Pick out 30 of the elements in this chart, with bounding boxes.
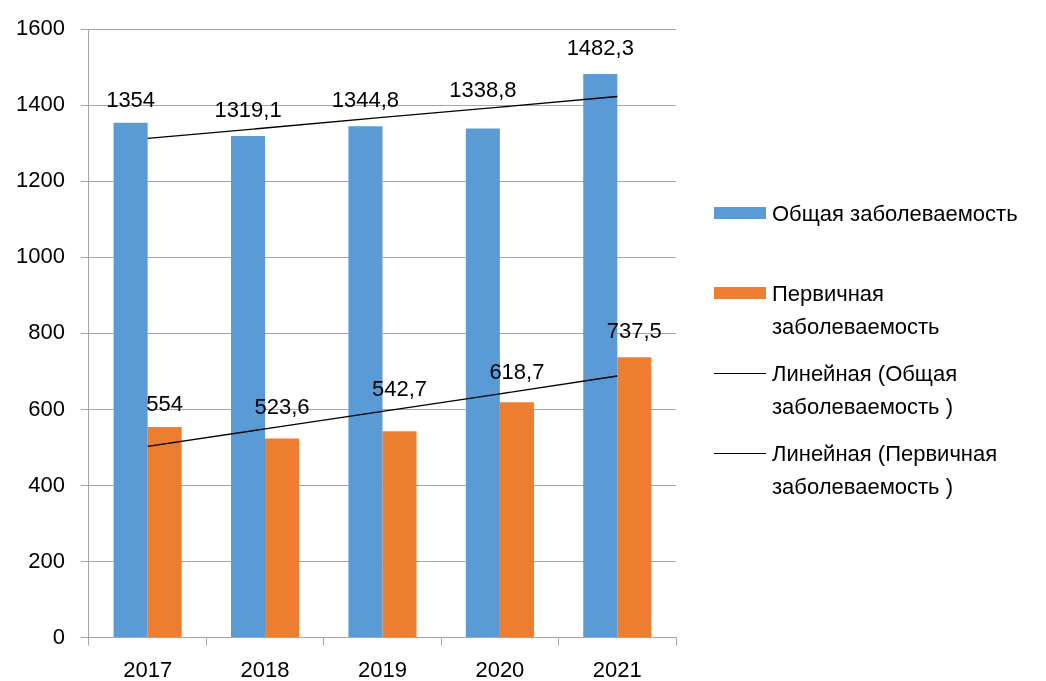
x-tick-label: 2019 xyxy=(357,656,407,681)
legend-label: Первичная заболеваемость xyxy=(772,280,941,341)
bar xyxy=(617,357,652,638)
y-tick-label: 1200 xyxy=(15,167,65,193)
bar xyxy=(113,122,148,638)
data-label: 1344,8 xyxy=(331,87,400,113)
data-label: 1338,8 xyxy=(449,77,517,103)
y-tick-label: 1400 xyxy=(15,91,65,117)
bar xyxy=(382,431,417,638)
data-label: 554 xyxy=(146,390,184,416)
data-label: 1319,1 xyxy=(214,97,282,123)
bar xyxy=(147,426,182,638)
y-tick-label: 200 xyxy=(28,547,65,573)
bar xyxy=(265,438,300,638)
y-tick-label: 1000 xyxy=(15,243,65,269)
x-tick-label: 2018 xyxy=(240,656,290,681)
bar xyxy=(499,402,534,638)
x-tick-label: 2021 xyxy=(592,656,642,681)
legend-label: Общая заболеваемость xyxy=(772,199,1019,228)
y-tick-label: 1600 xyxy=(15,15,65,41)
y-tick-label: 600 xyxy=(28,395,65,421)
x-tick-label: 2020 xyxy=(475,656,525,681)
legend-label: Линейная (Первичная заболеваемость ) xyxy=(772,440,999,501)
y-tick-label: 800 xyxy=(28,319,65,345)
data-label: 1354 xyxy=(106,86,156,112)
x-tick-label: 2017 xyxy=(123,656,173,681)
y-tick-label: 0 xyxy=(52,623,65,649)
legend-label: Линейная (Общая заболеваемость ) xyxy=(772,360,959,421)
data-label: 1482,3 xyxy=(566,34,634,60)
y-tick-label: 400 xyxy=(28,471,65,497)
